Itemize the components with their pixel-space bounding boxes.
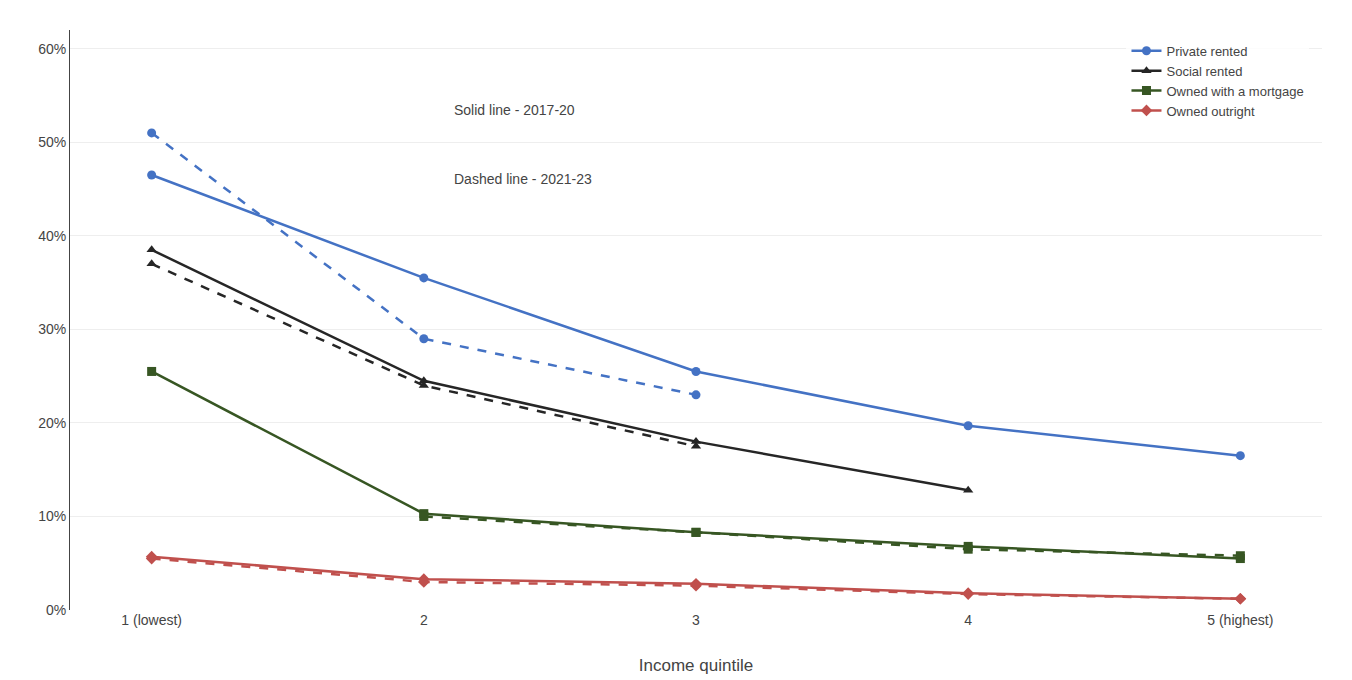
svg-text:Income quintile: Income quintile [639,656,753,675]
svg-text:60%: 60% [38,41,66,57]
svg-text:30%: 30% [38,321,66,337]
svg-text:50%: 50% [38,134,66,150]
svg-text:Solid line - 2017-20: Solid line - 2017-20 [454,102,575,118]
svg-text:2: 2 [420,612,428,628]
svg-text:0%: 0% [46,602,66,618]
svg-text:4: 4 [964,612,972,628]
svg-text:3: 3 [692,612,700,628]
svg-text:20%: 20% [38,415,66,431]
svg-text:10%: 10% [38,508,66,524]
svg-text:5 (highest): 5 (highest) [1207,612,1273,628]
svg-text:Owned outright: Owned outright [1166,104,1255,119]
svg-text:1 (lowest): 1 (lowest) [121,612,182,628]
svg-text:Owned with a mortgage: Owned with a mortgage [1166,84,1303,99]
svg-text:Social rented: Social rented [1166,64,1242,79]
svg-text:Private rented: Private rented [1166,44,1247,59]
svg-text:Dashed line - 2021-23: Dashed line - 2021-23 [454,171,592,187]
svg-text:40%: 40% [38,228,66,244]
